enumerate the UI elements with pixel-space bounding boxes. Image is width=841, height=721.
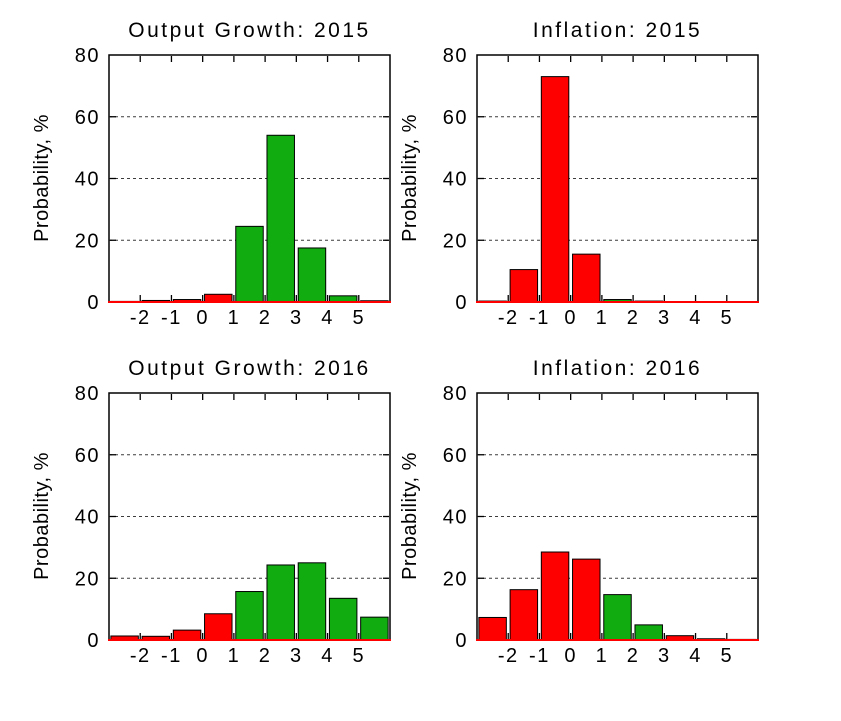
svg-text:0: 0 <box>564 645 577 667</box>
svg-text:40: 40 <box>75 507 100 529</box>
svg-text:5: 5 <box>352 645 365 667</box>
svg-text:3: 3 <box>658 645 671 667</box>
svg-text:60: 60 <box>443 107 468 129</box>
svg-text:0: 0 <box>455 630 468 652</box>
svg-text:40: 40 <box>443 507 468 529</box>
svg-text:-1: -1 <box>161 645 182 667</box>
svg-text:5: 5 <box>352 307 365 329</box>
svg-text:80: 80 <box>75 45 100 67</box>
svg-text:3: 3 <box>658 307 671 329</box>
svg-text:60: 60 <box>75 107 100 129</box>
svg-text:1: 1 <box>596 645 609 667</box>
chart-output-growth-2015: Output Growth: 2015 Probability, % -2 -1 0… <box>31 15 414 351</box>
chart-output-growth-2016: Output Growth: 2016 Probability, % -2 -1 0… <box>31 353 414 689</box>
svg-text:2: 2 <box>627 645 640 667</box>
svg-text:1: 1 <box>228 645 241 667</box>
svg-text:4: 4 <box>321 307 334 329</box>
svg-text:60: 60 <box>75 445 100 467</box>
svg-text:5: 5 <box>720 645 733 667</box>
svg-text:40: 40 <box>75 169 100 191</box>
svg-text:4: 4 <box>321 645 334 667</box>
svg-text:1: 1 <box>228 307 241 329</box>
chart-title: Inflation: 2015 <box>532 19 703 42</box>
svg-text:4: 4 <box>689 307 702 329</box>
svg-text:-2: -2 <box>498 645 519 667</box>
svg-text:60: 60 <box>443 445 468 467</box>
svg-text:2: 2 <box>627 307 640 329</box>
svg-text:0: 0 <box>87 292 100 314</box>
svg-text:80: 80 <box>75 383 100 405</box>
svg-text:0: 0 <box>87 630 100 652</box>
svg-text:0: 0 <box>196 645 209 667</box>
svg-text:3: 3 <box>290 307 303 329</box>
svg-text:4: 4 <box>689 645 702 667</box>
chart-title: Inflation: 2016 <box>532 357 703 380</box>
chart-title: Output Growth: 2016 <box>128 357 371 380</box>
svg-text:-2: -2 <box>130 307 151 329</box>
svg-text:0: 0 <box>196 307 209 329</box>
svg-text:-2: -2 <box>498 307 519 329</box>
svg-text:-1: -1 <box>529 645 550 667</box>
svg-text:3: 3 <box>290 645 303 667</box>
svg-text:80: 80 <box>443 383 468 405</box>
svg-text:2: 2 <box>259 645 272 667</box>
chart-inflation-2015: Inflation: 2015 Probability, % -2 -1 0 1 2 3 4… <box>399 15 782 351</box>
svg-text:20: 20 <box>443 230 468 252</box>
chart-title: Output Growth: 2015 <box>128 19 371 42</box>
svg-text:80: 80 <box>443 45 468 67</box>
svg-text:40: 40 <box>443 169 468 191</box>
svg-text:0: 0 <box>564 307 577 329</box>
svg-text:0: 0 <box>455 292 468 314</box>
svg-text:20: 20 <box>75 568 100 590</box>
svg-text:2: 2 <box>259 307 272 329</box>
svg-text:-2: -2 <box>130 645 151 667</box>
svg-text:20: 20 <box>443 568 468 590</box>
svg-text:1: 1 <box>596 307 609 329</box>
chart-inflation-2016: Inflation: 2016 Probability, % -2 -1 0 1 2 3 4… <box>399 353 782 689</box>
svg-text:5: 5 <box>720 307 733 329</box>
svg-text:20: 20 <box>75 230 100 252</box>
svg-text:-1: -1 <box>161 307 182 329</box>
svg-text:-1: -1 <box>529 307 550 329</box>
